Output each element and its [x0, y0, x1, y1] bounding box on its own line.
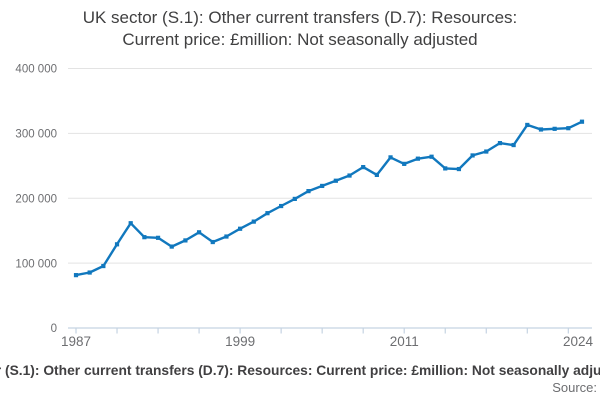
x-tick-label: 2024 — [563, 334, 594, 349]
data-point-marker — [142, 235, 147, 240]
data-point-marker — [361, 165, 366, 170]
data-point-marker — [579, 119, 585, 124]
data-point-marker — [251, 219, 256, 224]
data-point-marker — [429, 154, 434, 159]
data-point-marker — [101, 263, 106, 269]
data-point-marker — [238, 226, 243, 231]
data-point-marker — [155, 235, 161, 240]
data-point-marker — [320, 183, 325, 189]
data-point-marker — [183, 238, 188, 243]
chart-title: UK sector (S.1): Other current transfers… — [0, 7, 600, 51]
data-point-marker — [306, 189, 311, 194]
data-point-marker — [538, 127, 544, 132]
chart-title-line2: Current price: £million: Not seasonally … — [122, 30, 478, 49]
x-tick-label: 1987 — [61, 334, 91, 349]
data-point-marker — [347, 173, 352, 178]
y-tick-label: 200 000 — [15, 193, 57, 205]
data-point-marker — [114, 242, 120, 247]
data-point-marker — [128, 221, 133, 226]
data-point-marker — [210, 239, 215, 245]
x-tick-label: 2011 — [390, 334, 419, 349]
data-point-marker — [87, 270, 92, 275]
data-point-marker — [456, 166, 462, 172]
chart-title-line1: UK sector (S.1): Other current transfers… — [82, 8, 518, 27]
data-point-marker — [497, 141, 503, 146]
data-point-marker — [224, 234, 229, 239]
y-tick-label: 400 000 — [15, 64, 57, 76]
data-point-marker — [566, 126, 571, 131]
data-point-marker — [196, 230, 202, 235]
data-point-marker — [511, 142, 516, 148]
footer-caption-clip: UK sector (S.1): Other current transfers… — [0, 362, 600, 381]
data-point-marker — [525, 122, 530, 128]
data-point-marker — [470, 153, 475, 158]
y-tick-label: 300 000 — [15, 129, 57, 141]
data-point-marker — [73, 273, 79, 278]
data-point-marker — [388, 155, 393, 160]
data-series-line — [74, 120, 584, 277]
data-point-marker — [169, 244, 174, 249]
y-tick-label: 0 — [51, 323, 57, 335]
data-point-marker — [443, 166, 448, 171]
data-point-marker — [279, 203, 284, 209]
data-point-marker — [292, 196, 297, 201]
data-point-marker — [415, 156, 420, 161]
footer-series-title: UK sector (S.1): Other current transfers… — [0, 363, 600, 378]
data-point-marker — [552, 126, 557, 131]
data-point-marker — [402, 161, 407, 166]
data-point-marker — [265, 211, 270, 216]
data-point-marker — [484, 149, 489, 154]
source-label: Source: — [552, 380, 597, 395]
data-point-marker — [374, 172, 379, 177]
data-point-marker — [333, 178, 338, 183]
x-tick-label: 1999 — [225, 334, 255, 349]
y-tick-label: 100 000 — [15, 258, 57, 270]
